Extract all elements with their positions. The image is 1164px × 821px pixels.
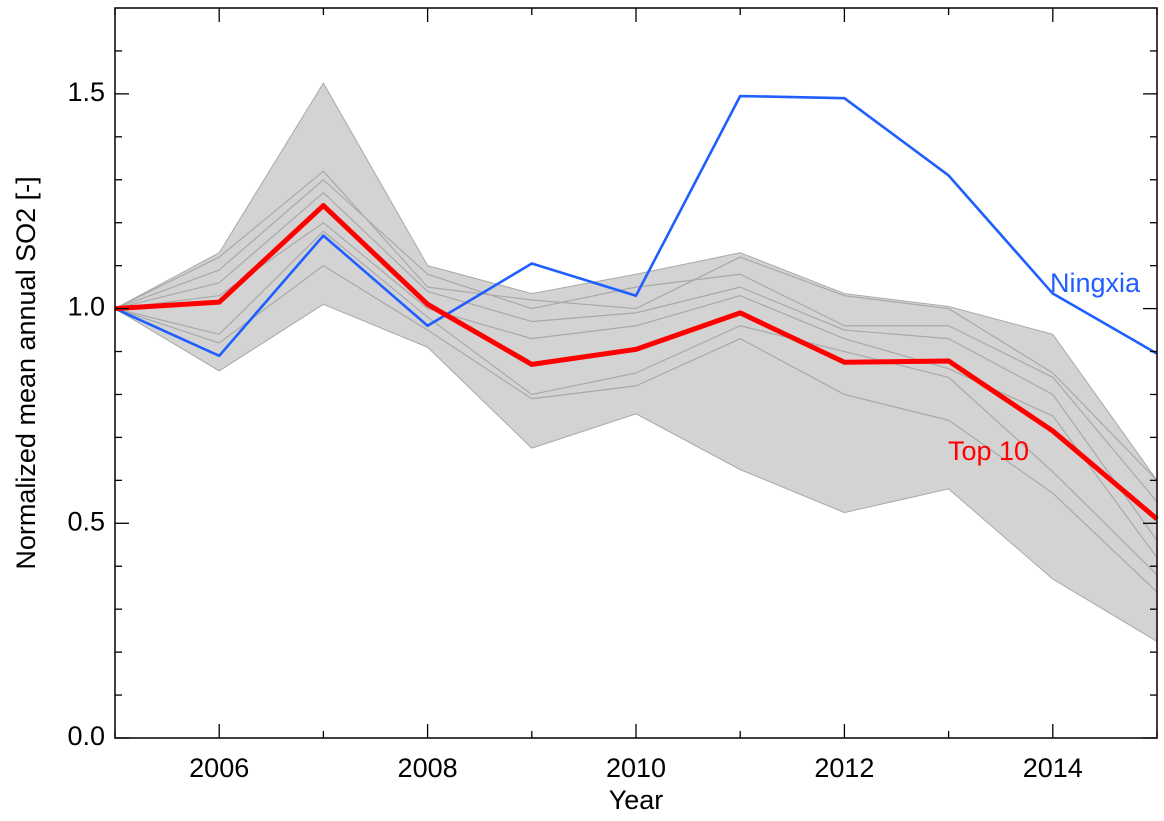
series-line (114, 203, 1159, 521)
x-axis-label: Year (609, 785, 664, 815)
range-band (113, 82, 1158, 643)
x-tick-label: 2008 (398, 753, 458, 783)
series-annotation: Ningxia (1050, 268, 1141, 298)
y-tick-label: 1.5 (67, 77, 105, 107)
y-tick-label: 1.0 (67, 292, 105, 322)
x-tick-label: 2006 (189, 753, 249, 783)
y-axis-label: Normalized mean annual SO2 [-] (11, 176, 41, 569)
series-line (114, 94, 1158, 358)
series-line (114, 230, 1158, 576)
x-tick-label: 2012 (814, 753, 874, 783)
y-tick-label: 0.5 (67, 506, 105, 536)
y-tick-label: 0.0 (67, 721, 105, 751)
series-line (114, 170, 1158, 481)
series-line (114, 179, 1158, 503)
series-line (114, 265, 1158, 593)
x-tick-label: 2014 (1023, 753, 1083, 783)
x-tick-label: 2010 (606, 753, 666, 783)
series-line (114, 192, 1158, 541)
series-annotation: Top 10 (948, 436, 1029, 466)
